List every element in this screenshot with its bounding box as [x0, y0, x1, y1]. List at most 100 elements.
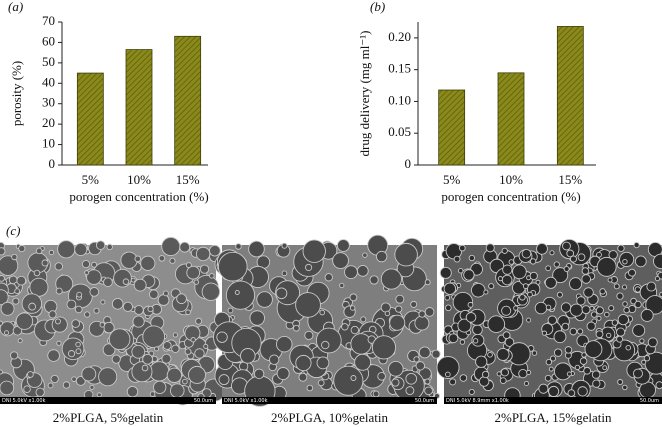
pore — [418, 346, 431, 359]
pore — [122, 278, 130, 285]
pore — [453, 255, 461, 263]
pore — [41, 259, 49, 267]
pore — [655, 381, 662, 390]
pore — [71, 376, 77, 382]
pore — [449, 378, 457, 386]
pore — [566, 371, 572, 377]
pore — [235, 243, 242, 250]
pore — [190, 337, 196, 343]
pore — [553, 348, 563, 357]
pore — [147, 305, 154, 313]
pore — [111, 298, 124, 310]
pore — [424, 386, 433, 396]
pore — [613, 283, 620, 290]
pore — [54, 318, 61, 325]
pore — [617, 379, 624, 386]
pore — [625, 344, 632, 351]
pore — [576, 296, 586, 306]
pore — [654, 276, 660, 282]
pore — [375, 250, 388, 263]
pore — [485, 243, 495, 253]
pore — [209, 244, 221, 257]
pore — [15, 312, 34, 330]
pore — [140, 255, 156, 271]
pore — [646, 281, 657, 292]
pore — [448, 333, 459, 344]
pore — [234, 290, 240, 295]
pore — [548, 366, 554, 372]
pore — [472, 324, 483, 336]
pore — [622, 384, 628, 391]
pore — [324, 273, 333, 282]
pore — [35, 387, 45, 397]
pore — [599, 288, 606, 295]
pore — [465, 312, 477, 323]
pore — [218, 374, 230, 386]
pore — [86, 269, 102, 285]
pore — [562, 241, 571, 251]
pore — [0, 369, 3, 375]
pore — [526, 275, 532, 281]
pore — [48, 310, 57, 319]
pore — [623, 306, 630, 314]
pore — [131, 344, 146, 359]
pore — [499, 377, 507, 385]
pore — [76, 291, 83, 298]
pore — [56, 340, 62, 346]
pore — [633, 241, 640, 249]
pore — [341, 323, 349, 331]
y-tick-label: 0 — [49, 156, 56, 171]
pore — [133, 305, 144, 315]
pore — [405, 372, 418, 385]
sem-info: DNI 5.0kV 8.9mm x1.00k — [446, 398, 509, 404]
pore — [536, 242, 548, 255]
pore — [317, 379, 325, 387]
image-caption: 2%PLGA, 5%gelatin — [53, 410, 164, 425]
pore — [161, 353, 172, 364]
pore — [584, 340, 603, 359]
pore — [50, 374, 59, 384]
pore — [616, 292, 624, 300]
pore — [130, 277, 136, 283]
pore — [583, 287, 594, 298]
pore — [344, 265, 358, 280]
pore — [470, 282, 486, 298]
pore — [579, 357, 588, 365]
pore — [67, 350, 76, 358]
pore — [166, 367, 183, 383]
pore — [553, 261, 560, 268]
bar — [438, 89, 466, 166]
pore — [468, 254, 476, 262]
y-tick-label: 60 — [42, 33, 55, 48]
pore — [141, 364, 149, 372]
pore — [3, 330, 10, 336]
pore — [496, 347, 510, 361]
pore — [380, 268, 402, 290]
sem-info: DNI 5.0kV x1.00k — [2, 398, 46, 404]
pore — [253, 368, 265, 379]
pore — [617, 313, 629, 326]
pore — [622, 284, 628, 290]
pore — [459, 244, 466, 252]
pore — [467, 301, 474, 308]
pore — [369, 275, 379, 285]
pore — [527, 291, 533, 298]
pore — [553, 330, 567, 344]
pore — [332, 252, 349, 269]
pore — [641, 359, 647, 365]
pore — [158, 255, 166, 262]
pore — [569, 327, 578, 336]
pore — [529, 258, 537, 265]
pore — [569, 255, 577, 263]
pore — [633, 368, 643, 379]
image-caption: 2%PLGA, 10%gelatin — [271, 410, 388, 425]
pore — [508, 259, 515, 265]
panel-label: (b) — [370, 0, 385, 14]
pore — [628, 304, 637, 314]
pore — [188, 365, 206, 384]
pore — [161, 236, 181, 257]
pore — [522, 283, 529, 289]
pore — [157, 294, 170, 306]
pore — [0, 380, 15, 396]
pore — [526, 317, 532, 323]
